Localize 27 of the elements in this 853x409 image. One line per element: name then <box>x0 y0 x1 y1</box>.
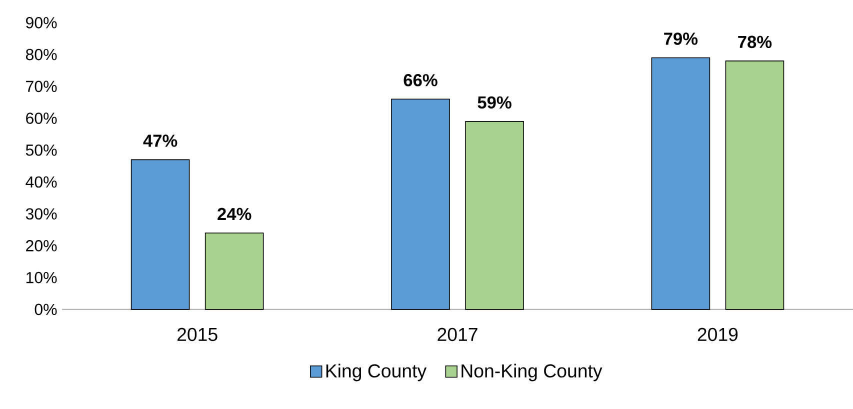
data-label: 79% <box>664 32 698 45</box>
y-tick-label: 60% <box>26 112 57 124</box>
y-tick-label: 10% <box>26 272 57 284</box>
data-label: 47% <box>143 134 178 147</box>
data-label: 24% <box>218 208 252 220</box>
y-tick-label: 30% <box>26 208 57 220</box>
bar <box>130 159 190 310</box>
data-label: 78% <box>738 36 772 48</box>
y-tick-label: 40% <box>26 176 57 188</box>
legend-label: Non-King County <box>462 364 602 381</box>
bar <box>465 120 524 310</box>
y-tick-label: 0% <box>34 304 57 315</box>
x-tick-label: 2017 <box>438 328 478 341</box>
y-tick-label: 50% <box>26 144 57 156</box>
y-tick-label: 70% <box>26 80 57 92</box>
bar <box>725 60 784 310</box>
y-tick-label: 80% <box>26 48 57 60</box>
y-tick-label: 20% <box>26 240 57 252</box>
data-label: 66% <box>404 74 438 86</box>
data-label: 59% <box>478 96 512 108</box>
x-tick-label: 2015 <box>177 328 218 341</box>
bar <box>391 98 450 310</box>
bar <box>651 57 710 310</box>
legend-label: King County <box>326 364 427 381</box>
y-tick-label: 90% <box>26 16 57 28</box>
bar <box>204 232 264 310</box>
x-tick-label: 2019 <box>698 328 738 341</box>
